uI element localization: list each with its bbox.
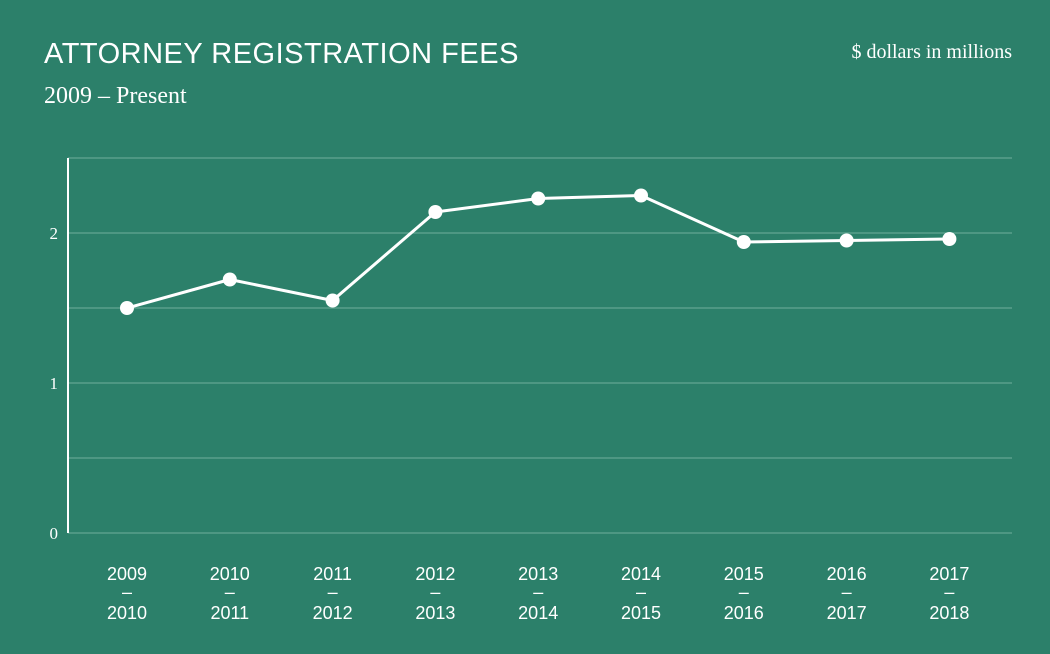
data-point-2 [222, 272, 237, 287]
y-tick-label-1: 1 [50, 374, 59, 393]
data-point-7 [736, 235, 751, 249]
data-point-1 [120, 301, 134, 315]
series-line [126, 194, 950, 310]
x-tick-label-6: 2014–2015 [621, 564, 661, 623]
data-point-6 [634, 188, 648, 203]
points-layer [120, 188, 957, 315]
x-tick-label-4: 2012–2013 [415, 564, 455, 623]
x-tick-label-7: 2015–2016 [724, 564, 764, 623]
data-point-5 [531, 191, 546, 206]
data-point-4 [428, 205, 443, 219]
series-layer [126, 194, 950, 310]
grid-layer [68, 157, 1012, 534]
x-tick-label-1: 2009–2010 [107, 564, 147, 623]
y-tick-label-0: 0 [50, 524, 59, 543]
x-tick-label-5: 2013–2014 [518, 564, 558, 623]
y-tick-label-2: 2 [50, 224, 59, 243]
chart-title: ATTORNEY REGISTRATION FEES [44, 38, 519, 70]
data-point-9 [942, 232, 957, 246]
x-tick-label-8: 2016–2017 [827, 564, 867, 623]
units-label: $ dollars in millions [851, 41, 1012, 63]
x-tick-label-3: 2011–2012 [313, 564, 353, 623]
x-tick-labels: 2009–2010 2010–2011 2011–2012 2012–2013 2013… [107, 564, 969, 623]
y-tick-labels: 0 1 2 [50, 224, 59, 543]
data-point-3 [325, 293, 340, 308]
x-tick-label-9: 2017–2018 [929, 564, 969, 623]
x-tick-label-2: 2010–2011 [210, 564, 250, 623]
chart-subtitle: 2009 – Present [44, 83, 187, 109]
data-point-8 [839, 233, 854, 248]
